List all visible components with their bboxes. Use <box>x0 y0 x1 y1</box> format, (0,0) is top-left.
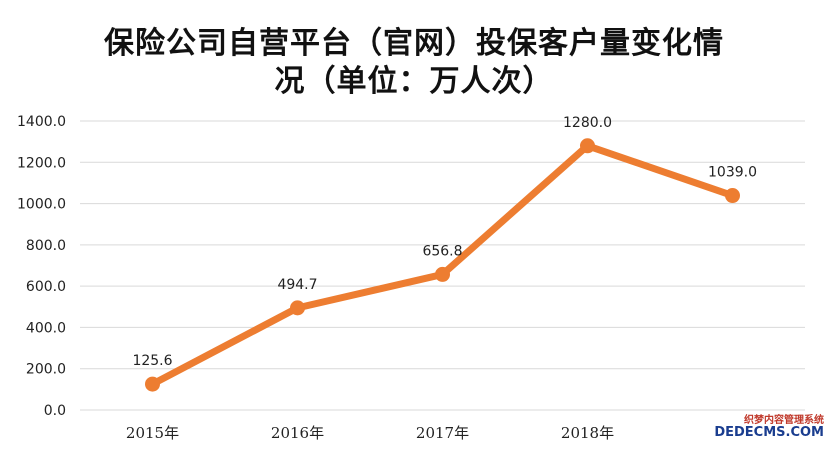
x-tick-label: 2016年 <box>271 424 324 442</box>
series-line <box>149 142 736 388</box>
y-tick-label: 1200.0 <box>17 155 66 171</box>
x-tick-label: 2015年 <box>126 424 179 442</box>
data-point <box>580 138 595 154</box>
watermark-line1: 织梦内容管理系统 <box>744 415 824 426</box>
data-label: 656.8 <box>422 243 462 259</box>
data-point <box>435 266 450 282</box>
data-label: 125.6 <box>132 353 172 369</box>
y-tick-label: 0.0 <box>44 403 66 419</box>
data-point <box>145 376 160 392</box>
y-tick-label: 600.0 <box>26 279 66 295</box>
chart-title-line2: 况（单位：万人次） <box>274 64 554 99</box>
y-tick-label: 1000.0 <box>17 197 66 213</box>
data-label: 1039.0 <box>708 165 757 181</box>
y-tick-label: 800.0 <box>26 238 66 254</box>
chart-title-line1: 保险公司自营平台（官网）投保客户量变化情 <box>104 26 724 61</box>
y-tick-label: 1400.0 <box>17 114 66 130</box>
data-point <box>725 188 740 204</box>
data-label: 1280.0 <box>563 115 612 131</box>
y-tick-label: 400.0 <box>26 320 66 336</box>
y-tick-label: 200.0 <box>26 362 66 378</box>
data-label: 494.7 <box>277 277 317 293</box>
x-tick-label: 2017年 <box>416 424 469 442</box>
x-tick-label: 2018年 <box>561 424 614 442</box>
data-point <box>290 300 305 316</box>
watermark-logo: 织梦内容管理系统 DEDECMS.COM <box>704 411 824 455</box>
watermark-line2: DEDECMS.COM <box>714 425 824 440</box>
